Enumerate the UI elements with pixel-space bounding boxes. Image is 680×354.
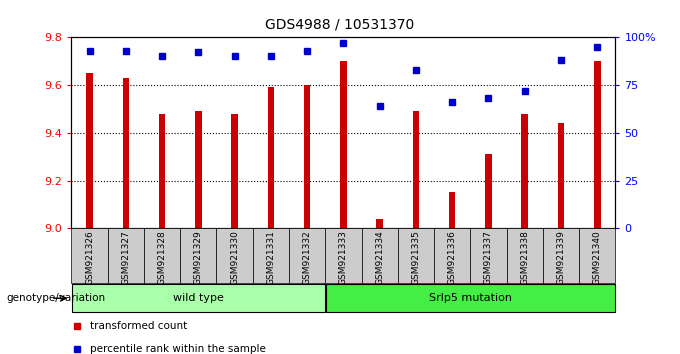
Text: GDS4988 / 10531370: GDS4988 / 10531370	[265, 18, 415, 32]
Bar	[434, 228, 471, 283]
Text: GSM921329: GSM921329	[194, 230, 203, 285]
Bar	[507, 228, 543, 283]
Bar	[304, 85, 310, 228]
Text: transformed count: transformed count	[90, 321, 188, 331]
Text: GSM921336: GSM921336	[447, 230, 457, 285]
Text: GSM921330: GSM921330	[230, 230, 239, 285]
Text: GSM921337: GSM921337	[484, 230, 493, 285]
Bar	[107, 228, 144, 283]
Text: GSM921334: GSM921334	[375, 230, 384, 285]
Bar	[558, 123, 564, 228]
Bar	[377, 219, 383, 228]
Text: GSM921327: GSM921327	[121, 230, 131, 285]
Text: GSM921326: GSM921326	[85, 230, 94, 285]
Bar	[122, 78, 129, 228]
Bar	[268, 87, 274, 228]
FancyBboxPatch shape	[72, 284, 324, 312]
Bar	[449, 193, 456, 228]
Text: GSM921335: GSM921335	[411, 230, 420, 285]
Bar	[522, 114, 528, 228]
Bar	[144, 228, 180, 283]
Text: GSM921338: GSM921338	[520, 230, 529, 285]
Bar	[543, 228, 579, 283]
Text: GSM921331: GSM921331	[267, 230, 275, 285]
Bar	[289, 228, 325, 283]
Text: GSM921339: GSM921339	[556, 230, 566, 285]
Bar	[180, 228, 216, 283]
Bar	[253, 228, 289, 283]
Bar	[325, 228, 362, 283]
Bar	[594, 61, 600, 228]
Bar	[413, 111, 419, 228]
Bar	[86, 73, 92, 228]
Bar	[159, 114, 165, 228]
Bar	[398, 228, 434, 283]
Text: wild type: wild type	[173, 293, 224, 303]
Text: Srlp5 mutation: Srlp5 mutation	[429, 293, 512, 303]
Text: genotype/variation: genotype/variation	[7, 293, 106, 303]
Bar	[195, 111, 201, 228]
Text: percentile rank within the sample: percentile rank within the sample	[90, 344, 267, 354]
Text: GSM921328: GSM921328	[158, 230, 167, 285]
Bar	[362, 228, 398, 283]
Bar	[340, 61, 347, 228]
FancyBboxPatch shape	[326, 284, 615, 312]
Text: GSM921332: GSM921332	[303, 230, 311, 285]
Bar	[471, 228, 507, 283]
Text: GSM921340: GSM921340	[593, 230, 602, 285]
Bar	[231, 114, 238, 228]
Text: GSM921333: GSM921333	[339, 230, 348, 285]
Bar	[579, 228, 615, 283]
Bar	[486, 154, 492, 228]
Bar	[216, 228, 253, 283]
Bar	[71, 228, 107, 283]
